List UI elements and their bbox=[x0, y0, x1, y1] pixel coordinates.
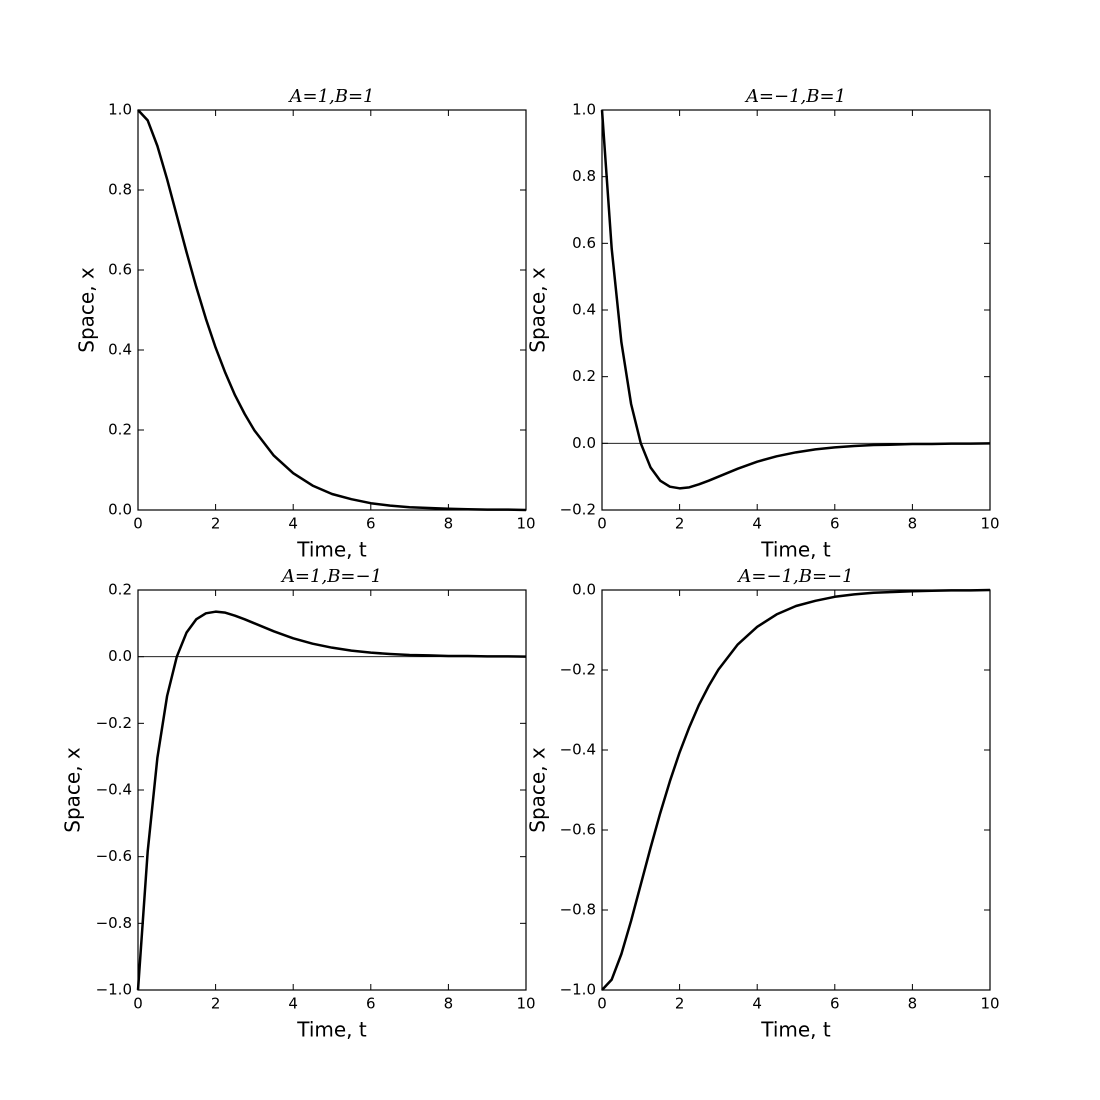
y-tick-label: −0.2 bbox=[560, 661, 596, 679]
x-tick-label: 10 bbox=[980, 995, 999, 1013]
x-tick-label: 4 bbox=[752, 995, 762, 1013]
x-tick-label: 8 bbox=[908, 995, 918, 1013]
chart-title: A=−1,B=−1 bbox=[736, 566, 853, 587]
data-line bbox=[137, 109, 527, 512]
x-tick-label: 6 bbox=[830, 515, 840, 533]
y-tick-label: −0.4 bbox=[560, 741, 596, 759]
y-tick-label: 0.8 bbox=[572, 167, 596, 185]
y-tick-label: −0.6 bbox=[96, 847, 132, 865]
x-tick-label: 6 bbox=[366, 995, 376, 1013]
y-tick-label: −0.4 bbox=[96, 781, 132, 799]
y-axis-label: Space, x bbox=[526, 267, 550, 353]
y-tick-label: 1.0 bbox=[572, 101, 596, 119]
axes-frame bbox=[137, 589, 527, 991]
y-tick-label: 0.2 bbox=[572, 367, 596, 385]
y-tick-label: 1.0 bbox=[108, 101, 132, 119]
axes-frame bbox=[137, 109, 527, 511]
x-tick-label: 6 bbox=[830, 995, 840, 1013]
y-tick-label: −0.2 bbox=[560, 501, 596, 519]
y-tick-label: 0.4 bbox=[572, 301, 596, 319]
y-axis-label: Space, x bbox=[61, 747, 85, 833]
y-tick-label: −0.8 bbox=[560, 901, 596, 919]
y-tick-label: 0.0 bbox=[108, 647, 132, 665]
y-tick-label: 0.0 bbox=[572, 434, 596, 452]
axes-frame bbox=[601, 589, 991, 991]
x-axis-label: Time, t bbox=[296, 538, 367, 562]
y-tick-label: 0.8 bbox=[108, 181, 132, 199]
y-axis-label: Space, x bbox=[75, 267, 99, 353]
x-tick-label: 2 bbox=[211, 515, 221, 533]
y-tick-label: 0.0 bbox=[108, 501, 132, 519]
x-axis-label: Time, t bbox=[296, 1018, 367, 1042]
x-tick-label: 0 bbox=[597, 515, 607, 533]
x-tick-label: 8 bbox=[444, 515, 454, 533]
subplot: 0 2 4 6 8 10 −0.2 0.0 0.2 0.4 0.6 0.8 1.0 A=−1,B=1 Tim… bbox=[526, 86, 1000, 562]
x-tick-label: 10 bbox=[516, 515, 535, 533]
y-tick-label: 0.2 bbox=[108, 581, 132, 599]
y-tick-label: −1.0 bbox=[96, 981, 132, 999]
x-tick-label: 8 bbox=[444, 995, 454, 1013]
x-tick-label: 2 bbox=[675, 515, 685, 533]
y-axis-label: Space, x bbox=[526, 747, 550, 833]
x-tick-label: 4 bbox=[752, 515, 762, 533]
x-tick-label: 8 bbox=[908, 515, 918, 533]
x-tick-label: 10 bbox=[980, 515, 999, 533]
subplot: 0 2 4 6 8 10 −1.0 −0.8 −0.6 −0.4 −0.2 0.0 A=−1,B=−1 T… bbox=[526, 566, 1000, 1042]
subplot: 0 2 4 6 8 10 0.0 0.2 0.4 0.6 0.8 1.0 A=1,B=1 Time, t S… bbox=[75, 86, 536, 562]
y-tick-label: 0.6 bbox=[108, 261, 132, 279]
y-tick-label: 0.6 bbox=[572, 234, 596, 252]
y-tick-label: 0.4 bbox=[108, 341, 132, 359]
x-tick-label: 4 bbox=[288, 515, 298, 533]
data-line bbox=[136, 610, 527, 991]
y-tick-label: 0.0 bbox=[572, 581, 596, 599]
x-tick-label: 0 bbox=[133, 995, 143, 1013]
x-tick-label: 2 bbox=[211, 995, 221, 1013]
y-tick-label: 0.2 bbox=[108, 421, 132, 439]
x-axis-label: Time, t bbox=[760, 1018, 831, 1042]
y-tick-label: −0.2 bbox=[96, 714, 132, 732]
x-tick-label: 2 bbox=[675, 995, 685, 1013]
x-tick-label: 6 bbox=[366, 515, 376, 533]
chart-title: A=1,B=−1 bbox=[280, 566, 382, 587]
y-tick-label: −0.6 bbox=[560, 821, 596, 839]
x-tick-label: 10 bbox=[516, 995, 535, 1013]
chart-title: A=−1,B=1 bbox=[744, 86, 846, 107]
data-line bbox=[601, 588, 991, 991]
y-tick-label: −1.0 bbox=[560, 981, 596, 999]
y-tick-label: −0.8 bbox=[96, 914, 132, 932]
x-tick-label: 0 bbox=[133, 515, 143, 533]
x-axis-label: Time, t bbox=[760, 538, 831, 562]
x-tick-label: 4 bbox=[288, 995, 298, 1013]
subplot: 0 2 4 6 8 10 −1.0 −0.8 −0.6 −0.4 −0.2 0.0 0.2 A=1,B=−… bbox=[61, 566, 536, 1042]
x-tick-label: 0 bbox=[597, 995, 607, 1013]
axes-frame bbox=[601, 109, 991, 511]
data-line bbox=[600, 109, 991, 490]
chart-title: A=1,B=1 bbox=[287, 86, 374, 107]
